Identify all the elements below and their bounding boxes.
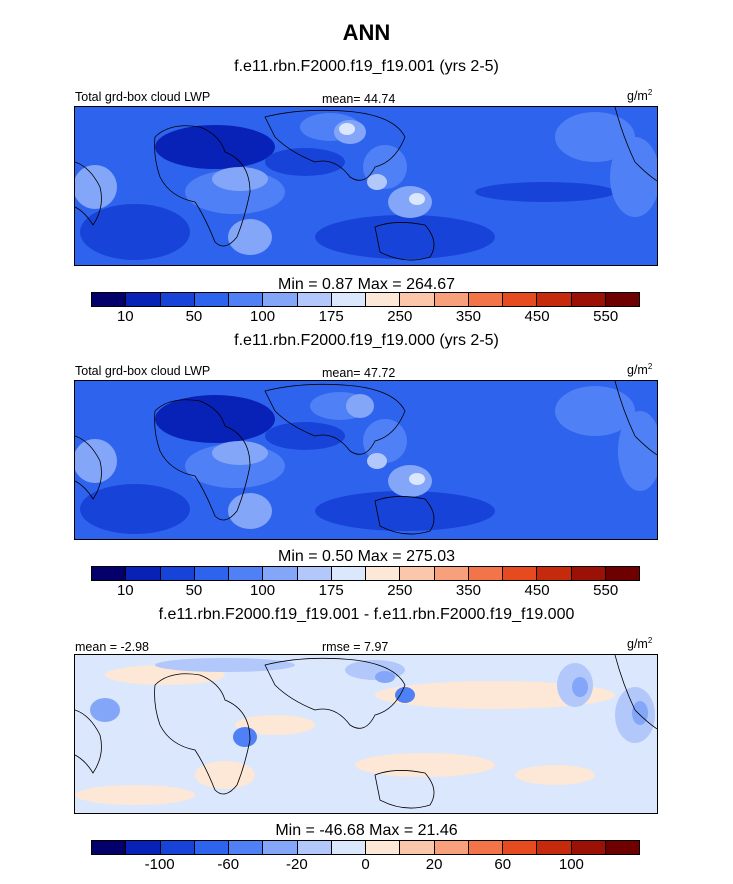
colorbar-swatch — [503, 841, 538, 854]
colorbar-swatch — [229, 567, 264, 580]
panel-3-map — [74, 654, 658, 814]
colorbar-swatch — [605, 567, 639, 580]
colorbar-swatch — [400, 841, 435, 854]
colorbar-swatch — [194, 293, 229, 306]
colorbar-swatch — [331, 567, 366, 580]
panel-3-case-title: f.e11.rbn.F2000.f19_f19.001 - f.e11.rbn.… — [158, 606, 575, 623]
colorbar-tick-label: 50 — [185, 582, 203, 599]
colorbar-swatch — [571, 567, 606, 580]
colorbar-swatch — [571, 841, 606, 854]
colorbar-swatch — [194, 567, 229, 580]
colorbar-tick-label: 250 — [387, 582, 413, 599]
colorbar-swatch — [297, 841, 332, 854]
colorbar-swatch — [400, 567, 435, 580]
panel-2-units-label: g/m2 — [627, 362, 653, 378]
colorbar-swatch — [537, 567, 572, 580]
colorbar-tick-label: -20 — [286, 856, 308, 873]
colorbar-swatch — [229, 841, 264, 854]
colorbar-tick-label: 550 — [593, 308, 619, 325]
colorbar-swatch — [126, 293, 161, 306]
colorbar-swatch — [605, 841, 639, 854]
panel-2-mean-label: mean= 47.72 — [322, 366, 396, 380]
panel-2-colorbar — [91, 566, 640, 581]
panel-3-minmax: Min = -46.68 Max = 21.46 — [275, 822, 458, 839]
panel-1-map — [74, 106, 658, 266]
colorbar-swatch — [331, 293, 366, 306]
colorbar-tick-label: -60 — [217, 856, 240, 873]
colorbar-tick-label: 350 — [455, 308, 481, 325]
colorbar-swatch — [571, 293, 606, 306]
colorbar-tick-label: 350 — [455, 582, 481, 599]
colorbar-swatch — [503, 293, 538, 306]
panel-3-units-label: g/m2 — [627, 636, 653, 652]
colorbar-swatch — [194, 841, 229, 854]
colorbar-tick-label: 100 — [250, 308, 276, 325]
colorbar-swatch — [160, 567, 195, 580]
colorbar-tick-label: 175 — [318, 582, 344, 599]
colorbar-swatch — [468, 841, 503, 854]
colorbar-swatch — [400, 293, 435, 306]
colorbar-swatch — [297, 567, 332, 580]
panel-1-units-label: g/m2 — [627, 88, 653, 104]
panel-2-map — [74, 380, 658, 540]
panel-2-colorbar-ticks: 10 50 100 175 250 350 450 550 — [91, 582, 640, 602]
colorbar-tick-label: 175 — [318, 308, 344, 325]
panel-2-minmax: Min = 0.50 Max = 275.03 — [278, 548, 455, 565]
colorbar-tick-label: 60 — [494, 856, 512, 873]
panel-1-colorbar-ticks: 10 50 100 175 250 350 450 550 — [91, 308, 640, 328]
panel-1-variable-label: Total grd-box cloud LWP — [75, 90, 211, 104]
panel-1-minmax: Min = 0.87 Max = 264.67 — [278, 276, 455, 293]
colorbar-swatch — [92, 841, 127, 854]
colorbar-tick-label: 10 — [116, 582, 134, 599]
colorbar-tick-label: 250 — [387, 308, 413, 325]
colorbar-tick-label: 550 — [593, 582, 619, 599]
colorbar-swatch — [434, 293, 469, 306]
colorbar-tick-label: 20 — [425, 856, 443, 873]
colorbar-swatch — [92, 293, 127, 306]
panel-3-colorbar — [91, 840, 640, 855]
panel-3-mean-label: mean = -2.98 — [75, 640, 150, 654]
colorbar-swatch — [434, 841, 469, 854]
colorbar-swatch — [537, 293, 572, 306]
colorbar-swatch — [366, 293, 401, 306]
colorbar-tick-label: 450 — [524, 308, 550, 325]
colorbar-tick-label: 450 — [524, 582, 550, 599]
colorbar-swatch — [229, 293, 264, 306]
panel-2-case-title: f.e11.rbn.F2000.f19_f19.000 (yrs 2-5) — [234, 332, 499, 349]
colorbar-swatch — [503, 567, 538, 580]
panel-1-case-title: f.e11.rbn.F2000.f19_f19.001 (yrs 2-5) — [234, 58, 499, 75]
colorbar-tick-label: 100 — [558, 856, 584, 873]
colorbar-swatch — [160, 293, 195, 306]
colorbar-swatch — [605, 293, 639, 306]
colorbar-swatch — [126, 841, 161, 854]
panel-2-variable-label: Total grd-box cloud LWP — [75, 364, 211, 378]
colorbar-tick-label: 100 — [250, 582, 276, 599]
colorbar-swatch — [263, 293, 298, 306]
colorbar-swatch — [92, 567, 127, 580]
colorbar-swatch — [263, 841, 298, 854]
colorbar-swatch — [263, 567, 298, 580]
colorbar-tick-label: 0 — [361, 856, 370, 873]
colorbar-swatch — [366, 841, 401, 854]
colorbar-tick-label: -100 — [144, 856, 175, 873]
colorbar-swatch — [468, 567, 503, 580]
colorbar-swatch — [434, 567, 469, 580]
colorbar-tick-label: 10 — [116, 308, 134, 325]
colorbar-swatch — [468, 293, 503, 306]
colorbar-swatch — [366, 567, 401, 580]
colorbar-tick-label: 50 — [185, 308, 203, 325]
colorbar-swatch — [160, 841, 195, 854]
panel-3-rmse-label: rmse = 7.97 — [322, 640, 389, 654]
colorbar-swatch — [537, 841, 572, 854]
panel-1-colorbar — [91, 292, 640, 307]
panel-3-colorbar-ticks: -100 -60 -20 0 20 60 100 — [91, 856, 640, 876]
colorbar-swatch — [331, 841, 366, 854]
colorbar-swatch — [297, 293, 332, 306]
colorbar-swatch — [126, 567, 161, 580]
panel-1-mean-label: mean= 44.74 — [322, 92, 396, 106]
main-title: ANN — [342, 20, 391, 45]
